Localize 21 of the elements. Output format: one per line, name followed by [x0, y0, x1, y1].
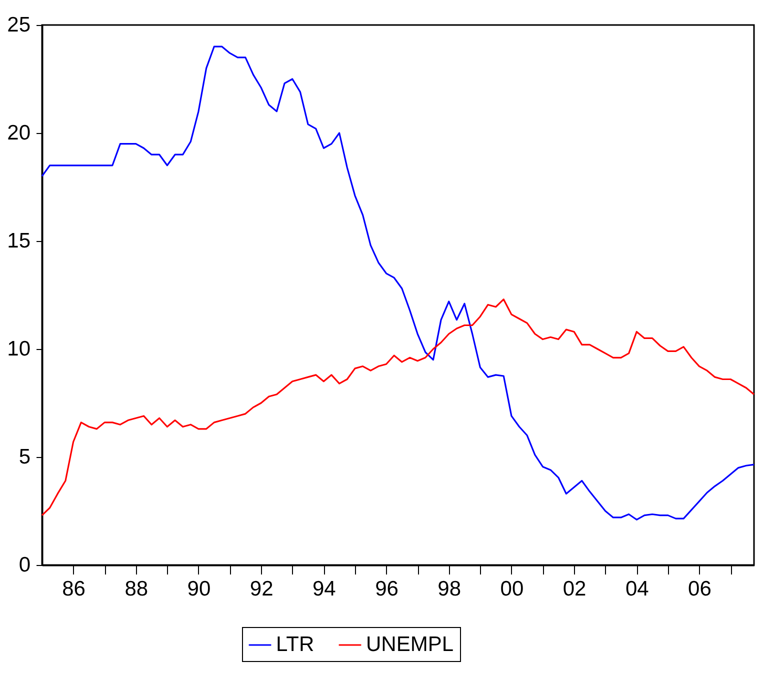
line-series — [41, 298, 755, 516]
legend-label: LTR — [276, 633, 314, 656]
x-tick-label: 94 — [312, 578, 336, 600]
y-tick-label: 0 — [18, 554, 30, 576]
x-tick-label: 00 — [500, 578, 524, 600]
y-tick-label: 25 — [7, 14, 30, 36]
x-tick-label: 88 — [124, 578, 148, 600]
x-tick-label: 06 — [688, 578, 712, 600]
y-tick-label: 10 — [7, 338, 30, 360]
y-tick-label: 20 — [7, 122, 30, 144]
x-tick-label: 02 — [562, 578, 586, 600]
x-tick-label: 92 — [250, 578, 274, 600]
y-tick-label: 15 — [7, 230, 30, 252]
y-tick-label: 5 — [18, 446, 30, 468]
x-tick-label: 90 — [187, 578, 211, 600]
x-tick-label: 86 — [62, 578, 86, 600]
line-series — [41, 46, 755, 520]
x-tick-label: 04 — [625, 578, 650, 600]
x-tick-label: 96 — [375, 578, 398, 600]
x-tick-label: 98 — [438, 578, 462, 600]
legend-label: UNEMPL — [366, 633, 454, 656]
